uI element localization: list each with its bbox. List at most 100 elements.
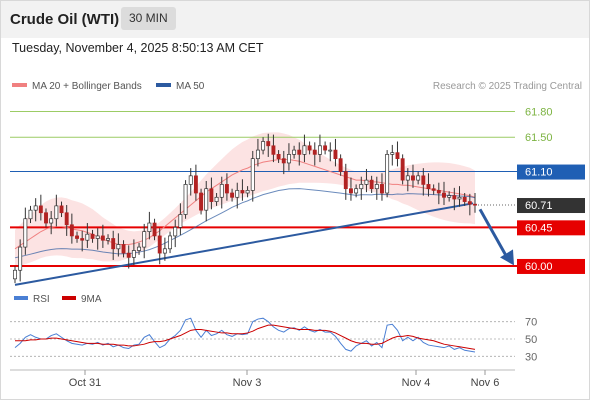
candle-body [286, 154, 291, 164]
candle-body [390, 152, 395, 155]
level-label-61.10: 61.10 [525, 167, 553, 179]
candle-body [90, 233, 95, 239]
candle-body [157, 235, 162, 254]
rsi-ma-label: 9MA [81, 294, 102, 305]
candle-body [204, 188, 209, 211]
candle-body [462, 196, 467, 202]
level-tag-bg-60.00 [517, 258, 585, 274]
x-tick-label: Nov 4 [402, 377, 431, 389]
x-tick-label: Nov 3 [233, 377, 262, 389]
x-tick-label: Nov 6 [471, 377, 500, 389]
candle-body [467, 201, 472, 205]
candle-body [28, 209, 33, 220]
candle-body [400, 158, 405, 181]
rsi-level-label-30: 30 [525, 351, 537, 363]
rsi-level-label-50: 50 [525, 334, 537, 346]
candle-body [416, 175, 421, 181]
candle-body [380, 184, 384, 194]
candle-body [328, 149, 333, 152]
candle-body [452, 195, 457, 200]
timeframe-badge[interactable]: 30 MIN [121, 7, 176, 30]
candle-body [121, 244, 126, 254]
instrument-title: Crude Oil (WTI) [10, 11, 120, 28]
ma50-line [14, 188, 476, 259]
candle-body [302, 145, 307, 155]
candle-body [49, 218, 54, 224]
candle-body [364, 179, 369, 185]
candle-body [230, 192, 235, 198]
candle-body [188, 175, 193, 185]
candle-body [447, 195, 452, 198]
rsi-label: RSI [33, 294, 50, 305]
candle-body [193, 175, 198, 194]
ma20-swatch [12, 83, 27, 88]
candle-body [13, 269, 17, 280]
candle-body [116, 244, 121, 250]
candle-body [95, 235, 100, 239]
candle-body [266, 141, 271, 147]
candle-body [271, 145, 276, 155]
level-tag-bg-60.45 [517, 220, 585, 236]
candle-body [426, 184, 431, 190]
candle-body [343, 171, 348, 190]
candle-body [33, 205, 38, 211]
candle-body [297, 149, 302, 155]
candle-body [80, 238, 85, 241]
candle-body [405, 175, 410, 181]
timestamp: Tuesday, November 4, 2025 8:50:13 AM CET [12, 41, 264, 55]
forecast-arrow-head [500, 249, 514, 266]
x-tick-label: Oct 31 [69, 377, 101, 389]
candle-body [219, 184, 224, 198]
candle-body [307, 145, 312, 151]
chart-header: Crude Oil (WTI) 30 MIN [0, 0, 590, 38]
candle-body [369, 179, 374, 190]
candle-body [395, 152, 400, 160]
candle-body [374, 184, 379, 190]
legend-ma50: MA 50 [156, 81, 204, 92]
candle-body [359, 184, 364, 190]
candle-body [173, 226, 178, 237]
candle-body [199, 192, 204, 211]
candle-body [224, 184, 229, 194]
candle-body [111, 238, 116, 250]
trendline [14, 202, 474, 286]
level-label-60.00: 60.00 [525, 261, 553, 273]
level-label-61.80: 61.80 [525, 106, 553, 118]
research-credit: Research © 2025 Trading Central [432, 81, 582, 92]
ma50-swatch [156, 83, 171, 88]
candle-body [338, 158, 343, 172]
current-price-tag-bg [517, 198, 585, 214]
candle-body [152, 222, 157, 237]
candle-body [431, 188, 436, 191]
candle-body [142, 231, 147, 248]
candle-body [333, 149, 338, 160]
legend-ma20: MA 20 + Bollinger Bands [12, 81, 142, 92]
candle-body [100, 235, 105, 241]
candles [13, 133, 477, 284]
candle-body [214, 196, 219, 202]
candle-body [240, 190, 245, 194]
candle-body [38, 205, 43, 214]
bollinger-band [15, 132, 475, 268]
candle-body [276, 154, 281, 160]
current-price-label: 60.71 [525, 200, 553, 212]
candle-body [85, 233, 90, 241]
candle-body [292, 149, 297, 155]
candle-body [436, 190, 441, 194]
candle-body [250, 158, 255, 191]
level-tag-bg-61.10 [517, 164, 585, 180]
candle-body [349, 188, 353, 194]
candle-body [255, 149, 260, 160]
candle-body [183, 184, 188, 215]
rsi-level-label-70: 70 [525, 317, 537, 329]
candle-body [54, 205, 59, 220]
forecast-arrow-shaft [478, 208, 509, 259]
legend-rsi-ma: 9MA [62, 294, 102, 305]
candle-body [75, 235, 79, 239]
ma50-label: MA 50 [176, 81, 205, 92]
candle-body [261, 141, 266, 151]
candle-body [421, 175, 426, 185]
candle-body [317, 145, 322, 155]
candle-body [18, 246, 23, 271]
